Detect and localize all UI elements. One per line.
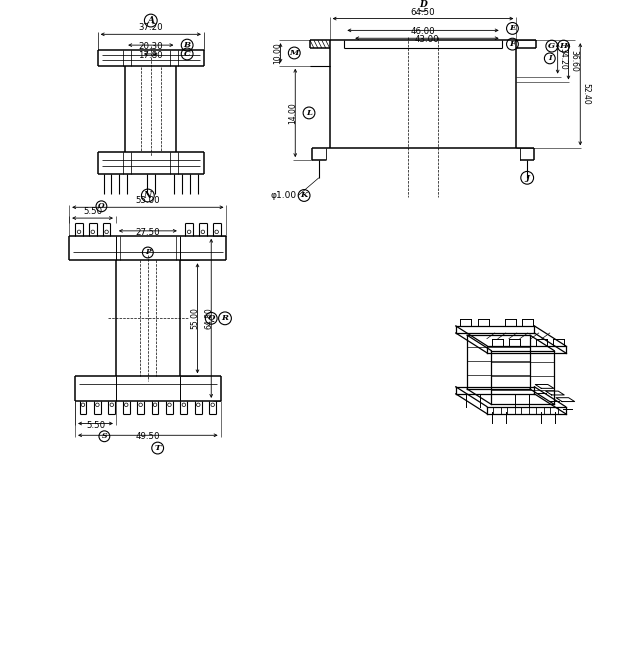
Text: 5.50: 5.50 bbox=[86, 421, 105, 430]
Text: 34.20: 34.20 bbox=[559, 48, 568, 69]
Text: H: H bbox=[560, 42, 567, 50]
Text: S: S bbox=[102, 432, 107, 441]
Text: φ1.00: φ1.00 bbox=[271, 191, 297, 200]
Text: P: P bbox=[145, 249, 151, 256]
Text: 36.60: 36.60 bbox=[569, 50, 578, 72]
Text: 14.00: 14.00 bbox=[288, 102, 297, 124]
Text: 55.00: 55.00 bbox=[136, 196, 160, 205]
Text: A: A bbox=[148, 16, 154, 25]
Text: M: M bbox=[290, 49, 299, 57]
Text: 52.40: 52.40 bbox=[581, 83, 590, 105]
Text: E: E bbox=[509, 25, 516, 32]
Text: J: J bbox=[525, 174, 529, 182]
Text: G: G bbox=[548, 42, 556, 50]
Text: T: T bbox=[154, 444, 161, 452]
Text: 27.50: 27.50 bbox=[136, 228, 160, 237]
Text: O: O bbox=[98, 202, 105, 211]
Text: 64.50: 64.50 bbox=[410, 8, 435, 17]
Text: 55.00: 55.00 bbox=[190, 307, 200, 329]
Text: 10.00: 10.00 bbox=[273, 42, 283, 64]
Text: B: B bbox=[184, 41, 191, 49]
Text: K: K bbox=[301, 191, 308, 200]
Text: Q: Q bbox=[208, 315, 215, 322]
Text: N: N bbox=[144, 191, 152, 200]
Text: 37.20: 37.20 bbox=[138, 23, 163, 32]
Text: L: L bbox=[306, 109, 312, 117]
Text: 43.00: 43.00 bbox=[415, 36, 439, 45]
Text: 46.00: 46.00 bbox=[410, 27, 435, 36]
Text: 49.50: 49.50 bbox=[136, 432, 160, 441]
Text: 64.80: 64.80 bbox=[204, 307, 213, 329]
Text: R: R bbox=[221, 315, 229, 322]
Text: C: C bbox=[184, 50, 190, 58]
Text: F: F bbox=[510, 40, 515, 48]
Text: I: I bbox=[548, 54, 552, 63]
Text: 17.80: 17.80 bbox=[138, 51, 163, 60]
Text: D: D bbox=[419, 1, 427, 9]
Text: 5.50: 5.50 bbox=[83, 207, 102, 216]
Text: 20.30: 20.30 bbox=[138, 42, 163, 51]
